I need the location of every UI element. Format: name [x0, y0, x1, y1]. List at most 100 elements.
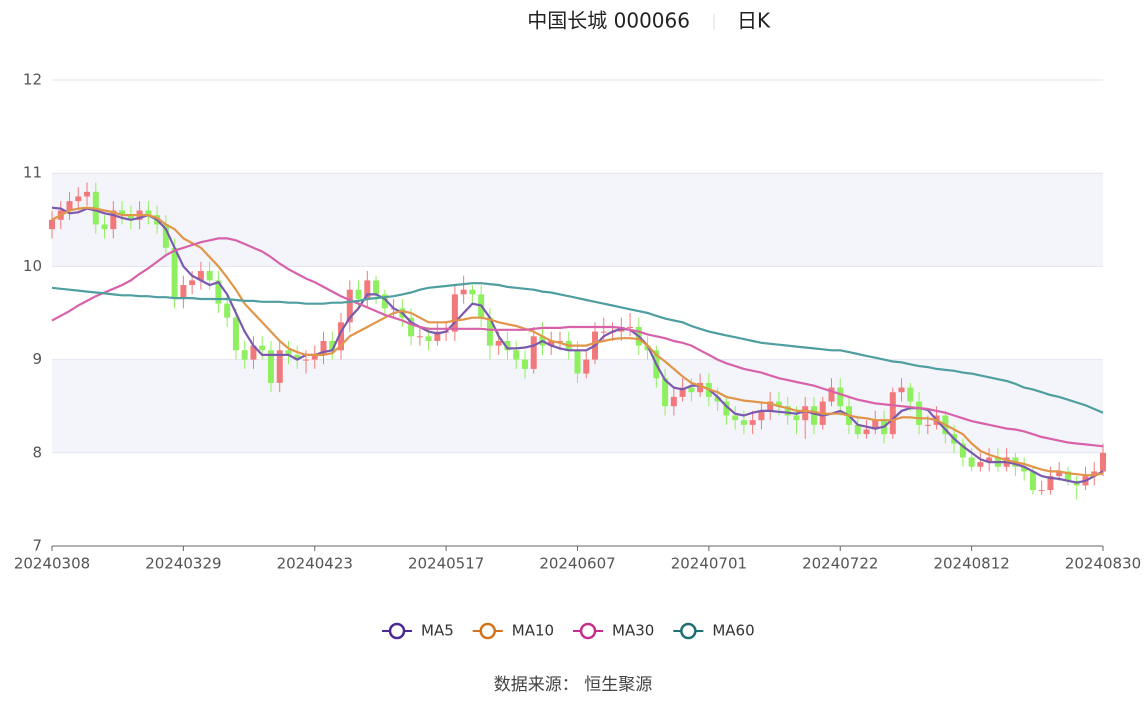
- candle-body: [556, 340, 563, 342]
- candle-body: [206, 271, 213, 281]
- candle-body: [267, 350, 274, 383]
- candle-body: [889, 392, 896, 435]
- candle-body: [854, 424, 861, 435]
- candle-body: [276, 350, 283, 383]
- candle-body: [600, 331, 607, 333]
- ma-line: [51, 206, 1104, 477]
- chart-subtitle: 日K: [737, 9, 771, 33]
- candle-body: [775, 401, 782, 407]
- candle-body: [75, 196, 82, 202]
- candle-body: [232, 317, 239, 351]
- candle-body: [574, 350, 581, 374]
- candle-body: [171, 247, 178, 300]
- candle-body: [548, 340, 555, 346]
- candle-body: [828, 387, 835, 402]
- candle-body: [767, 401, 774, 411]
- candle-body: [863, 429, 870, 435]
- grid-band: [52, 173, 1103, 267]
- candle-body: [381, 294, 388, 309]
- candle-body: [259, 345, 266, 351]
- x-tick-label: 20240329: [145, 555, 221, 573]
- candle-body: [793, 415, 800, 421]
- candle-body: [127, 215, 134, 220]
- candle-body: [250, 345, 257, 360]
- candle-body: [749, 420, 756, 425]
- candle-body: [110, 210, 117, 230]
- candle-body: [66, 201, 73, 211]
- candle-body: [49, 219, 55, 230]
- x-tick-label: 20240830: [1065, 555, 1141, 573]
- candle-body: [513, 350, 520, 360]
- candle-body: [1029, 471, 1036, 491]
- candle-body: [408, 317, 415, 337]
- chart-title: 中国长城 000066: [527, 9, 690, 33]
- candle-body: [521, 359, 528, 369]
- candle-body: [425, 336, 432, 341]
- candle-body: [1021, 466, 1028, 472]
- y-tick-label: 8: [32, 443, 42, 461]
- candle-body: [302, 359, 309, 361]
- legend-label: MA60: [712, 622, 754, 640]
- candle-body: [959, 443, 966, 458]
- candle-body: [679, 387, 686, 397]
- candle-body: [723, 401, 730, 416]
- candle-body: [215, 280, 222, 304]
- candle-body: [294, 354, 301, 360]
- candle-body: [837, 387, 844, 407]
- y-tick-label: 12: [23, 71, 42, 89]
- candle-body: [1091, 471, 1098, 477]
- x-tick-label: 20240722: [802, 555, 878, 573]
- candle-body: [373, 280, 380, 295]
- candle-body: [145, 210, 152, 216]
- x-tick-label: 20240607: [539, 555, 615, 573]
- candle-body: [810, 406, 817, 425]
- legend-label: MA10: [512, 622, 554, 640]
- candle-body: [320, 340, 327, 355]
- candle-body: [977, 462, 984, 467]
- candle-body: [714, 396, 721, 402]
- candle-body: [1064, 471, 1071, 481]
- legend-icon: [388, 622, 406, 640]
- candle-body: [627, 326, 634, 328]
- candle-body: [469, 289, 476, 295]
- candle-body: [907, 387, 914, 402]
- candle-body: [504, 340, 511, 351]
- candle-body: [688, 387, 695, 393]
- x-tick-label: 20240308: [14, 555, 90, 573]
- candle-body: [1056, 471, 1063, 477]
- candle-body: [434, 331, 441, 341]
- candle-body: [924, 424, 931, 426]
- candle-body: [898, 387, 905, 393]
- y-tick-label: 11: [23, 164, 42, 182]
- y-tick-label: 10: [23, 257, 42, 275]
- candle-body: [495, 340, 502, 346]
- candle-body: [189, 280, 196, 286]
- candle-body: [662, 378, 669, 407]
- x-tick-label: 20240701: [671, 555, 747, 573]
- candle-body: [224, 303, 231, 318]
- candle-body: [355, 289, 362, 300]
- candle-body: [329, 340, 336, 351]
- ma-line: [51, 282, 1104, 414]
- y-tick-label: 9: [32, 350, 42, 368]
- candle-body: [364, 280, 371, 300]
- candle-body: [740, 420, 747, 425]
- legend-icon: [579, 622, 597, 640]
- source-note: 数据来源： 恒生聚源: [494, 675, 652, 695]
- candle-body: [1038, 490, 1045, 492]
- legend-icon: [680, 622, 697, 640]
- candle-body: [119, 210, 126, 216]
- x-tick-label: 20240423: [277, 555, 353, 573]
- y-tick-label: 7: [32, 537, 42, 555]
- legend-label: MA30: [612, 622, 654, 640]
- candle-body: [1100, 452, 1106, 472]
- candle-body: [346, 289, 353, 323]
- candle-body: [697, 382, 704, 393]
- candle-body: [802, 406, 809, 421]
- candle-body: [872, 420, 879, 430]
- candle-body: [530, 336, 537, 369]
- candle-body: [486, 317, 493, 346]
- candle-body: [162, 224, 169, 248]
